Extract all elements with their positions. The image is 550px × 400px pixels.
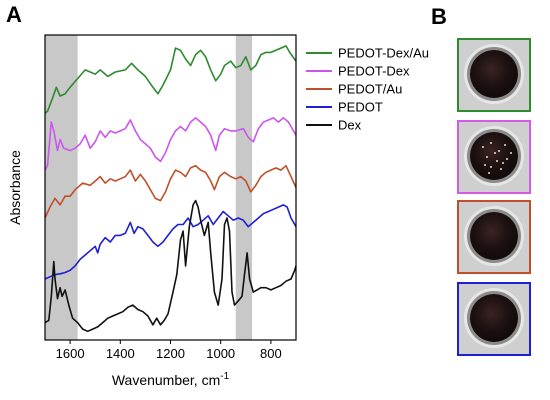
x-axis-label: Wavenumber, cm-1 <box>112 371 230 388</box>
electrode-well <box>470 294 518 342</box>
deposit-speck <box>484 164 486 166</box>
deposit-speck <box>494 152 496 154</box>
legend-entry: PEDOT-Dex/Au <box>338 46 429 61</box>
y-axis-label: Absorbance <box>7 150 23 225</box>
legend-entry: Dex <box>338 118 362 133</box>
x-tick-label: 1400 <box>106 346 135 361</box>
x-tick-label: 800 <box>260 346 282 361</box>
legend-entry: PEDOT/Au <box>338 82 402 97</box>
series-line-pedot-dex <box>44 117 297 171</box>
deposit-speck <box>488 172 490 174</box>
pedot-dex-au-electrode-photo <box>457 38 531 112</box>
series-line-dex <box>44 199 297 333</box>
deposit-speck <box>506 158 508 160</box>
deposit-speck <box>482 146 484 148</box>
x-tick-label: 1000 <box>206 346 235 361</box>
deposit-speck <box>502 162 504 164</box>
legend-entry: PEDOT-Dex <box>338 64 410 79</box>
series-line-pedot <box>44 204 297 280</box>
electrode-well <box>470 212 518 260</box>
pedot-electrode-photo <box>457 282 531 356</box>
spectra-lines <box>44 45 297 333</box>
deposit-speck <box>504 144 506 146</box>
deposit-speck <box>490 166 492 168</box>
x-tick-label: 1200 <box>156 346 185 361</box>
x-axis-ticks: 1600 1400 1200 1000 800 <box>56 340 282 361</box>
legend: PEDOT-Dex/Au PEDOT-Dex PEDOT/Au PEDOT Dex <box>306 46 429 133</box>
axes <box>44 34 297 341</box>
legend-entry: PEDOT <box>338 100 383 115</box>
deposit-speck <box>510 152 512 154</box>
deposit-speck <box>486 156 488 158</box>
deposit-speck <box>498 150 500 152</box>
electrode-well <box>470 50 518 98</box>
pedot-au-electrode-photo <box>457 200 531 274</box>
electrode-well <box>470 132 518 180</box>
deposit-speck <box>500 168 502 170</box>
pedot-dex-electrode-photo <box>457 120 531 194</box>
deposit-speck <box>496 160 498 162</box>
series-line-pedot-dex-au <box>44 45 297 115</box>
panel-a-label: A <box>6 2 22 27</box>
plot-frame <box>44 34 297 341</box>
deposit-speck <box>490 142 492 144</box>
x-tick-label: 1600 <box>56 346 85 361</box>
series-line-pedot-au <box>44 164 297 219</box>
panel-b-label: B <box>431 4 447 29</box>
